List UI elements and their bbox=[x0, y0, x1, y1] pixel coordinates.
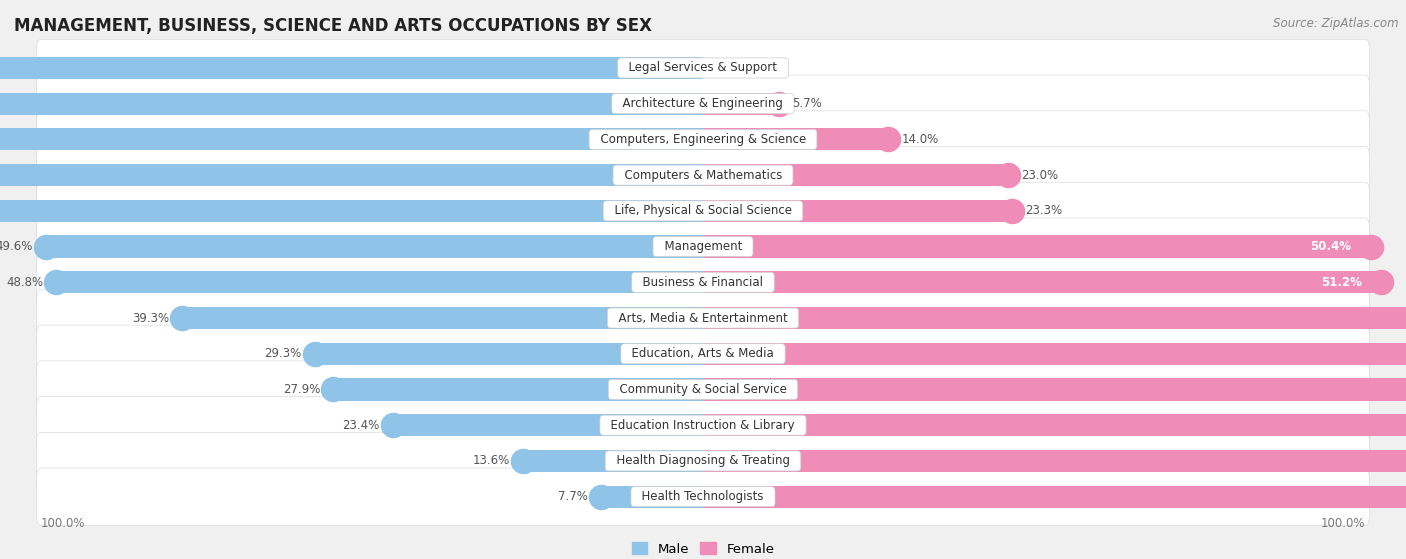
Text: 39.3%: 39.3% bbox=[132, 311, 169, 325]
Legend: Male, Female: Male, Female bbox=[626, 537, 780, 559]
Text: Computers, Engineering & Science: Computers, Engineering & Science bbox=[592, 133, 814, 146]
FancyBboxPatch shape bbox=[37, 75, 1369, 132]
Text: Architecture & Engineering: Architecture & Engineering bbox=[616, 97, 790, 110]
Bar bbox=[703, 343, 1406, 365]
Text: 5.7%: 5.7% bbox=[792, 97, 821, 110]
Bar bbox=[0, 164, 703, 186]
Text: Life, Physical & Social Science: Life, Physical & Social Science bbox=[607, 205, 799, 217]
Bar bbox=[183, 307, 703, 329]
FancyBboxPatch shape bbox=[37, 325, 1369, 382]
Text: 100.0%: 100.0% bbox=[41, 518, 84, 530]
Bar bbox=[703, 271, 1381, 293]
Text: 50.4%: 50.4% bbox=[1310, 240, 1351, 253]
Text: 23.0%: 23.0% bbox=[1021, 169, 1059, 182]
Bar bbox=[703, 414, 1406, 436]
Bar bbox=[315, 343, 703, 365]
FancyBboxPatch shape bbox=[37, 290, 1369, 347]
Bar bbox=[46, 235, 703, 258]
Bar bbox=[703, 307, 1406, 329]
Bar bbox=[703, 164, 1008, 186]
Text: 48.8%: 48.8% bbox=[6, 276, 44, 289]
Text: Legal Services & Support: Legal Services & Support bbox=[621, 61, 785, 74]
FancyBboxPatch shape bbox=[37, 432, 1369, 490]
FancyBboxPatch shape bbox=[37, 111, 1369, 168]
Text: 13.6%: 13.6% bbox=[472, 454, 509, 467]
Text: Health Diagnosing & Treating: Health Diagnosing & Treating bbox=[609, 454, 797, 467]
Bar bbox=[703, 450, 1406, 472]
Text: Education Instruction & Library: Education Instruction & Library bbox=[603, 419, 803, 432]
Text: Computers & Mathematics: Computers & Mathematics bbox=[617, 169, 789, 182]
Text: 23.3%: 23.3% bbox=[1025, 205, 1062, 217]
Text: MANAGEMENT, BUSINESS, SCIENCE AND ARTS OCCUPATIONS BY SEX: MANAGEMENT, BUSINESS, SCIENCE AND ARTS O… bbox=[14, 17, 652, 35]
Bar bbox=[333, 378, 703, 401]
Text: 14.0%: 14.0% bbox=[901, 133, 939, 146]
Bar bbox=[703, 200, 1012, 222]
Bar bbox=[394, 414, 703, 436]
Text: Management: Management bbox=[657, 240, 749, 253]
Text: 23.4%: 23.4% bbox=[343, 419, 380, 432]
FancyBboxPatch shape bbox=[37, 146, 1369, 203]
Bar bbox=[703, 486, 1406, 508]
FancyBboxPatch shape bbox=[37, 182, 1369, 239]
Text: 29.3%: 29.3% bbox=[264, 347, 301, 360]
FancyBboxPatch shape bbox=[37, 254, 1369, 311]
FancyBboxPatch shape bbox=[37, 39, 1369, 97]
Bar bbox=[703, 93, 779, 115]
FancyBboxPatch shape bbox=[37, 218, 1369, 275]
Bar bbox=[703, 378, 1406, 401]
Text: 51.2%: 51.2% bbox=[1320, 276, 1361, 289]
Text: Business & Financial: Business & Financial bbox=[636, 276, 770, 289]
Text: Education, Arts & Media: Education, Arts & Media bbox=[624, 347, 782, 360]
Bar bbox=[0, 93, 703, 115]
Text: 7.7%: 7.7% bbox=[558, 490, 588, 503]
Bar bbox=[523, 450, 703, 472]
Bar bbox=[56, 271, 703, 293]
Bar bbox=[703, 129, 889, 150]
Bar bbox=[0, 129, 703, 150]
Text: 27.9%: 27.9% bbox=[283, 383, 321, 396]
Text: Health Technologists: Health Technologists bbox=[634, 490, 772, 503]
Text: Source: ZipAtlas.com: Source: ZipAtlas.com bbox=[1274, 17, 1399, 30]
Text: 100.0%: 100.0% bbox=[1322, 518, 1365, 530]
Bar bbox=[0, 57, 703, 79]
Bar bbox=[703, 235, 1371, 258]
Text: Community & Social Service: Community & Social Service bbox=[612, 383, 794, 396]
FancyBboxPatch shape bbox=[37, 468, 1369, 525]
Text: Arts, Media & Entertainment: Arts, Media & Entertainment bbox=[610, 311, 796, 325]
Text: 49.6%: 49.6% bbox=[0, 240, 32, 253]
Bar bbox=[0, 200, 703, 222]
FancyBboxPatch shape bbox=[37, 361, 1369, 418]
FancyBboxPatch shape bbox=[37, 397, 1369, 454]
Bar bbox=[600, 486, 703, 508]
